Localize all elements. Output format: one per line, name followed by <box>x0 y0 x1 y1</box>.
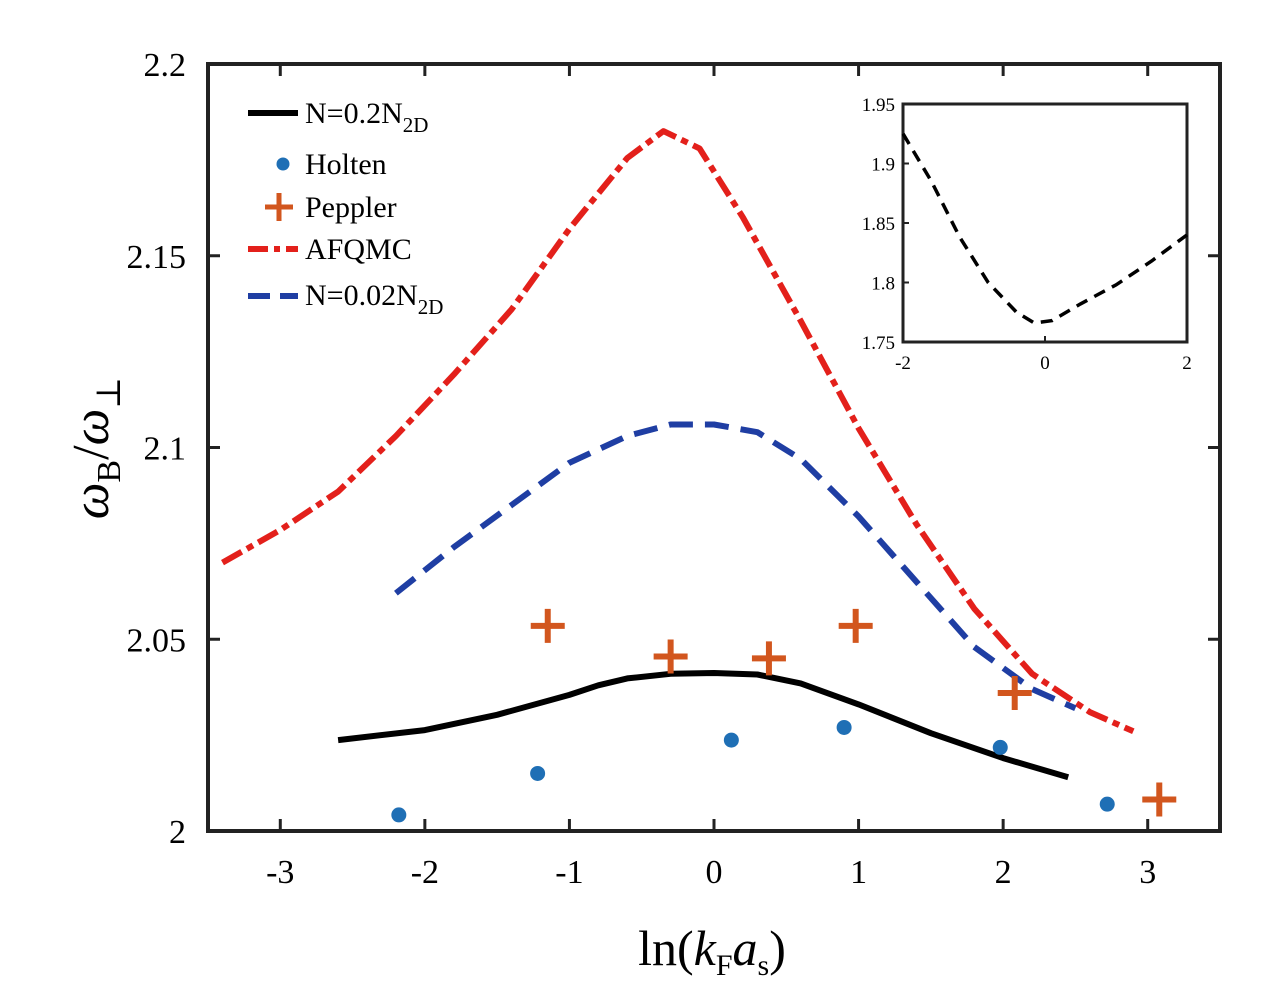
peppler-point <box>838 608 873 643</box>
x-tick-label: -3 <box>266 854 294 891</box>
holten-point <box>391 807 407 823</box>
holten-point <box>530 765 546 781</box>
holten-point <box>723 732 739 748</box>
x-tick-label: 2 <box>995 854 1012 891</box>
ylabel-num: ω <box>63 483 120 520</box>
svg-text:ωB/ω⊥: ωB/ω⊥ <box>63 377 128 520</box>
ylabel-den: ω <box>63 409 120 446</box>
inset-x-tick-label: -2 <box>895 353 911 374</box>
peppler-point <box>653 639 688 674</box>
legend: N=0.2N2D Holten Peppler AFQMC N=0.02N2D <box>248 97 443 319</box>
inset-x-tick-label: 0 <box>1040 353 1050 374</box>
y-tick-label: 2.15 <box>127 239 187 276</box>
xlabel-k-sub: F <box>716 949 733 982</box>
ylabel-slash: / <box>63 445 120 460</box>
legend-label-afqmc: AFQMC <box>305 233 412 266</box>
holten-point <box>836 719 852 735</box>
legend-label-peppler: Peppler <box>305 191 397 224</box>
peppler-point <box>997 675 1032 710</box>
x-tick-label: 1 <box>850 854 867 891</box>
ylabel-den-sub: ⊥ <box>91 377 128 409</box>
legend-label-n002: N=0.02N2D <box>305 279 443 319</box>
x-tick-label: 0 <box>706 854 723 891</box>
svg-text:ln(kFas): ln(kFas) <box>638 920 786 982</box>
inset-y-tick-label: 1.75 <box>862 333 895 354</box>
ylabel-num-sub: B <box>91 460 128 483</box>
xlabel-close: ) <box>769 920 786 976</box>
inset-y-tick-label: 1.95 <box>862 95 895 116</box>
x-tick-label: -2 <box>411 854 439 891</box>
y-tick-label: 2.2 <box>144 47 187 84</box>
peppler-point <box>530 608 565 643</box>
holten-point <box>1099 796 1115 812</box>
legend-swatch-holten <box>276 157 290 171</box>
x-axis-label: ln(kFas) <box>638 920 786 982</box>
xlabel-k: k <box>694 920 717 976</box>
inset-plot: -2 0 2 1.75 1.8 1.85 1.9 1.95 <box>862 95 1192 374</box>
y-tick-label: 2 <box>169 814 186 851</box>
y-tick-label: 2.1 <box>144 431 187 468</box>
inset-x-tick-label: 2 <box>1182 353 1192 374</box>
inset-ticks: -2 0 2 1.75 1.8 1.85 1.9 1.95 <box>862 95 1192 374</box>
inset-y-tick-label: 1.8 <box>871 274 895 295</box>
legend-label-holten: Holten <box>305 148 387 181</box>
series-line-dashed <box>394 421 1077 712</box>
main-axes-frame <box>206 62 1222 833</box>
y-axis-label: ωB/ω⊥ <box>63 377 128 520</box>
legend-swatch-peppler <box>265 193 293 221</box>
x-tick-label: 3 <box>1139 854 1156 891</box>
series-line-solid <box>337 670 1070 781</box>
peppler-point <box>751 641 786 676</box>
y-tick-label: 2.05 <box>127 622 187 659</box>
inset-axes-frame <box>901 102 1189 344</box>
peppler-point <box>1142 782 1177 817</box>
xlabel-fn: ln( <box>638 920 694 976</box>
holten-point <box>992 739 1008 755</box>
xlabel-a: a <box>733 920 758 976</box>
legend-label-n02: N=0.2N2D <box>305 97 428 137</box>
series-line-dashdot <box>221 128 1135 735</box>
main-series <box>221 128 1177 823</box>
inset-y-tick-label: 1.85 <box>862 214 895 235</box>
inset-y-tick-label: 1.9 <box>871 155 895 176</box>
xlabel-a-sub: s <box>758 949 770 982</box>
x-tick-label: -1 <box>555 854 583 891</box>
